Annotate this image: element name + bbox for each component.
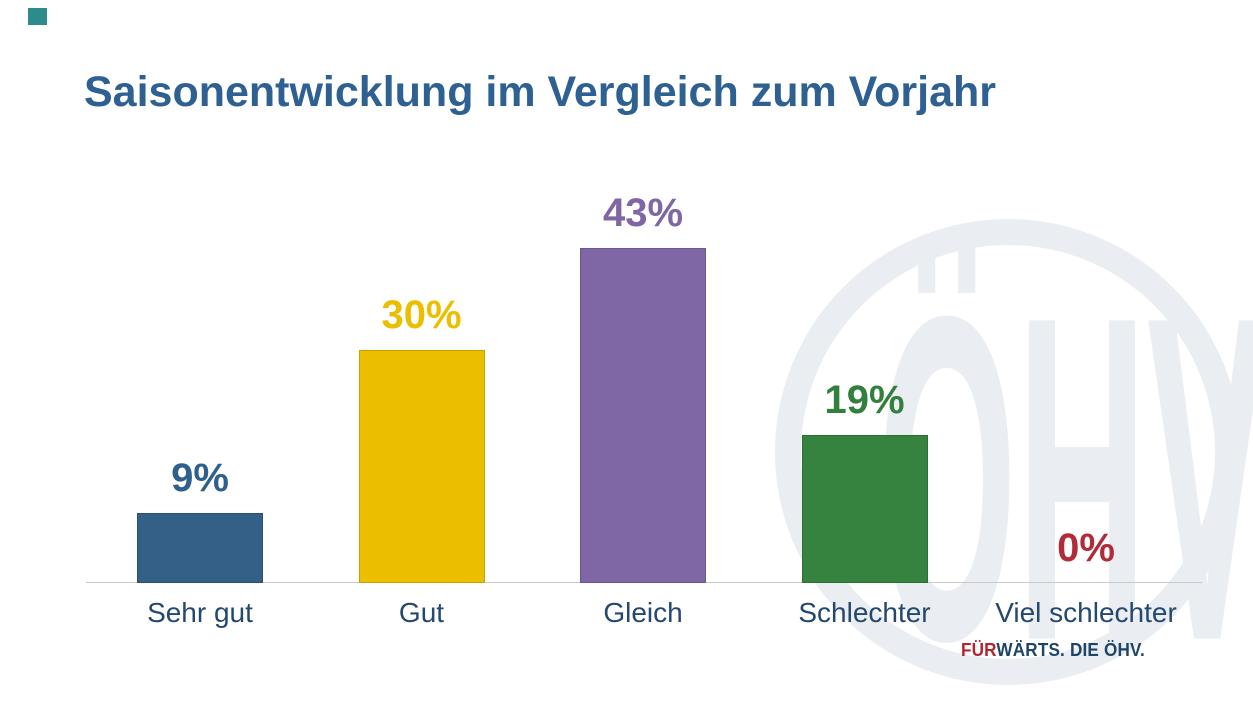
bar-value-label: 0% (1057, 526, 1115, 570)
bar (137, 513, 263, 583)
bar-category-label: Gleich (603, 597, 683, 628)
bar-category-label: Gut (398, 597, 445, 628)
bar-value-label: 30% (381, 293, 462, 337)
page-title: Saisonentwicklung im Vergleich zum Vorja… (84, 68, 996, 116)
bar-value-label: 9% (171, 456, 229, 500)
bar-category-label: Viel schlechter (995, 597, 1177, 628)
tagline-prefix: FÜR (961, 640, 997, 660)
brand-tagline: FÜRWÄRTS. DIE ÖHV. (961, 640, 1145, 661)
bar (358, 350, 485, 583)
bar-category-label: Sehr gut (147, 597, 253, 628)
bar-value-label: 19% (824, 378, 905, 422)
bar (801, 435, 928, 583)
accent-square (28, 8, 47, 25)
bar (580, 248, 706, 583)
tagline-suffix: WÄRTS. DIE ÖHV. (996, 640, 1145, 660)
bar-value-label: 43% (602, 191, 684, 235)
